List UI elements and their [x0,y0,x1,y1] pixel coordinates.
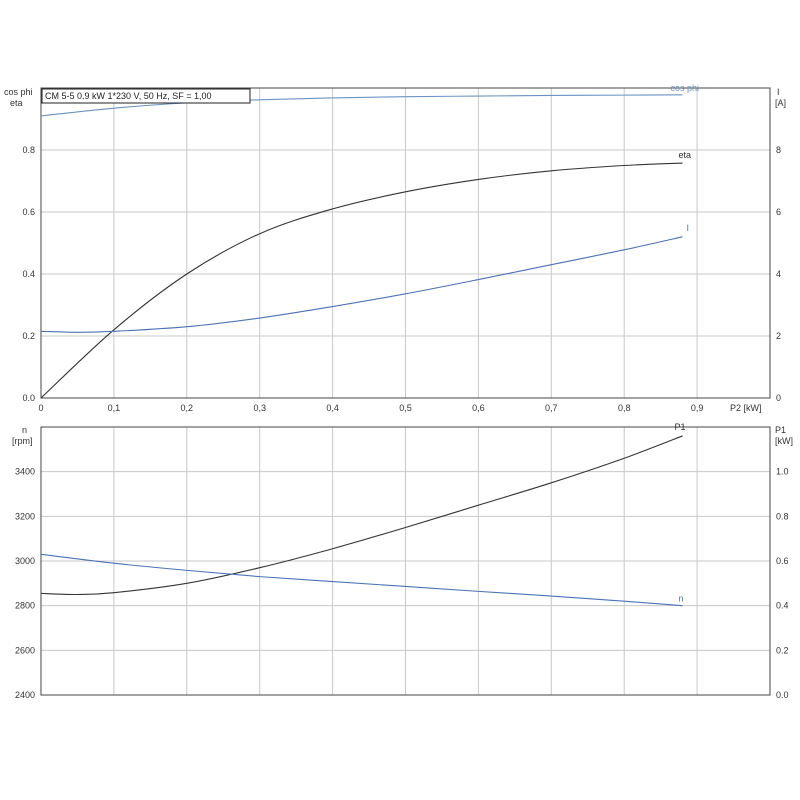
series-label-cos-phi: cos phi [671,83,700,93]
y-right-tick-label: 8 [776,145,781,155]
x-tick-label: 0,6 [472,403,485,413]
y-right-label-1: I [777,87,780,97]
curve-labels: cos phi eta I [671,83,700,233]
y-left-tick-label: 0.2 [22,331,35,341]
series-layer [40,435,683,607]
series-label-eta: eta [679,150,692,160]
series-layer [40,94,683,399]
y-right-tick-label: 0.0 [776,690,789,700]
x-tick-label: 0,8 [618,403,631,413]
y-right-tick-label: 1.0 [776,467,789,477]
tick-layer: 0.0 0.2 0.4 0.6 0.8 0 2 4 6 8 0 0,1 0,2 0,3 0,4 0,5 0,6 0… [22,145,781,413]
x-tick-label: 0,5 [399,403,412,413]
y-left-tick-label: 2600 [15,645,35,655]
x-tick-label: 0,3 [253,403,266,413]
y-left-tick-label: 0.8 [22,145,35,155]
y-right-label-1: P1 [775,425,786,435]
y-left-label-1: cos phi [4,87,33,97]
series-line-n [40,553,683,607]
chart-title: CM 5-5 0.9 kW 1*230 V, 50 Hz, SF = 1,00 [45,91,212,101]
y-left-tick-label: 2400 [15,690,35,700]
x-tick-label: 0,1 [108,403,121,413]
series-line-i [40,236,683,333]
frame [40,87,771,399]
y-right-label-2: [A] [775,98,786,108]
grid [41,427,770,695]
y-left-tick-label: 3200 [15,511,35,521]
x-tick-label: 0,4 [326,403,339,413]
series-label-n: n [679,594,684,604]
x-tick-label: 0 [38,403,43,413]
y-right-tick-label: 2 [776,331,781,341]
series-label-p1: P1 [675,422,686,432]
y-right-tick-label: 0.4 [776,601,789,611]
plot-frame [40,426,771,696]
tick-layer: 2400 2600 2800 3000 3200 3400 0.0 0.2 0.4 0.6 0.8 1… [15,467,789,700]
y-right-tick-label: 0 [776,393,781,403]
y-right-tick-label: 6 [776,207,781,217]
y-left-tick-label: 0.4 [22,269,35,279]
x-tick-label: 0,9 [691,403,704,413]
y-left-tick-label: 0.6 [22,207,35,217]
x-tick-label: 0,7 [545,403,558,413]
y-right-label-2: [kW] [775,436,793,446]
series-line-eta [40,162,683,399]
y-left-tick-label: 0.0 [22,393,35,403]
frame [40,426,771,696]
grid [41,88,770,398]
series-line-cos-phi [40,94,683,117]
y-right-tick-label: 0.2 [776,645,789,655]
y-left-tick-label: 3000 [15,556,35,566]
plot-frame [40,87,771,399]
title-box-frame [41,88,251,104]
y-left-label-2: eta [10,98,23,108]
y-right-tick-label: 0.8 [776,511,789,521]
x-tick-label: 0,2 [181,403,194,413]
x-axis-label: P2 [kW] [730,403,762,413]
y-left-tick-label: 2800 [15,601,35,611]
curve-labels: P1 n [675,422,686,604]
y-right-tick-label: 0.6 [776,556,789,566]
series-line-p1 [40,435,683,596]
series-label-i: I [687,223,690,233]
title-box: CM 5-5 0.9 kW 1*230 V, 50 Hz, SF = 1,00 [41,88,251,104]
speed-power-panel: 2400 2600 2800 3000 3200 3400 0.0 0.2 0.4 0.6 0.8 1… [12,422,793,700]
y-left-label-2: [rpm] [12,436,33,446]
y-left-tick-label: 3400 [15,467,35,477]
y-right-tick-label: 4 [776,269,781,279]
efficiency-current-panel: 0.0 0.2 0.4 0.6 0.8 0 2 4 6 8 0 0,1 0,2 0,3 0,4 0,5 0,6 0… [4,83,786,413]
y-left-label-1: n [22,425,27,435]
